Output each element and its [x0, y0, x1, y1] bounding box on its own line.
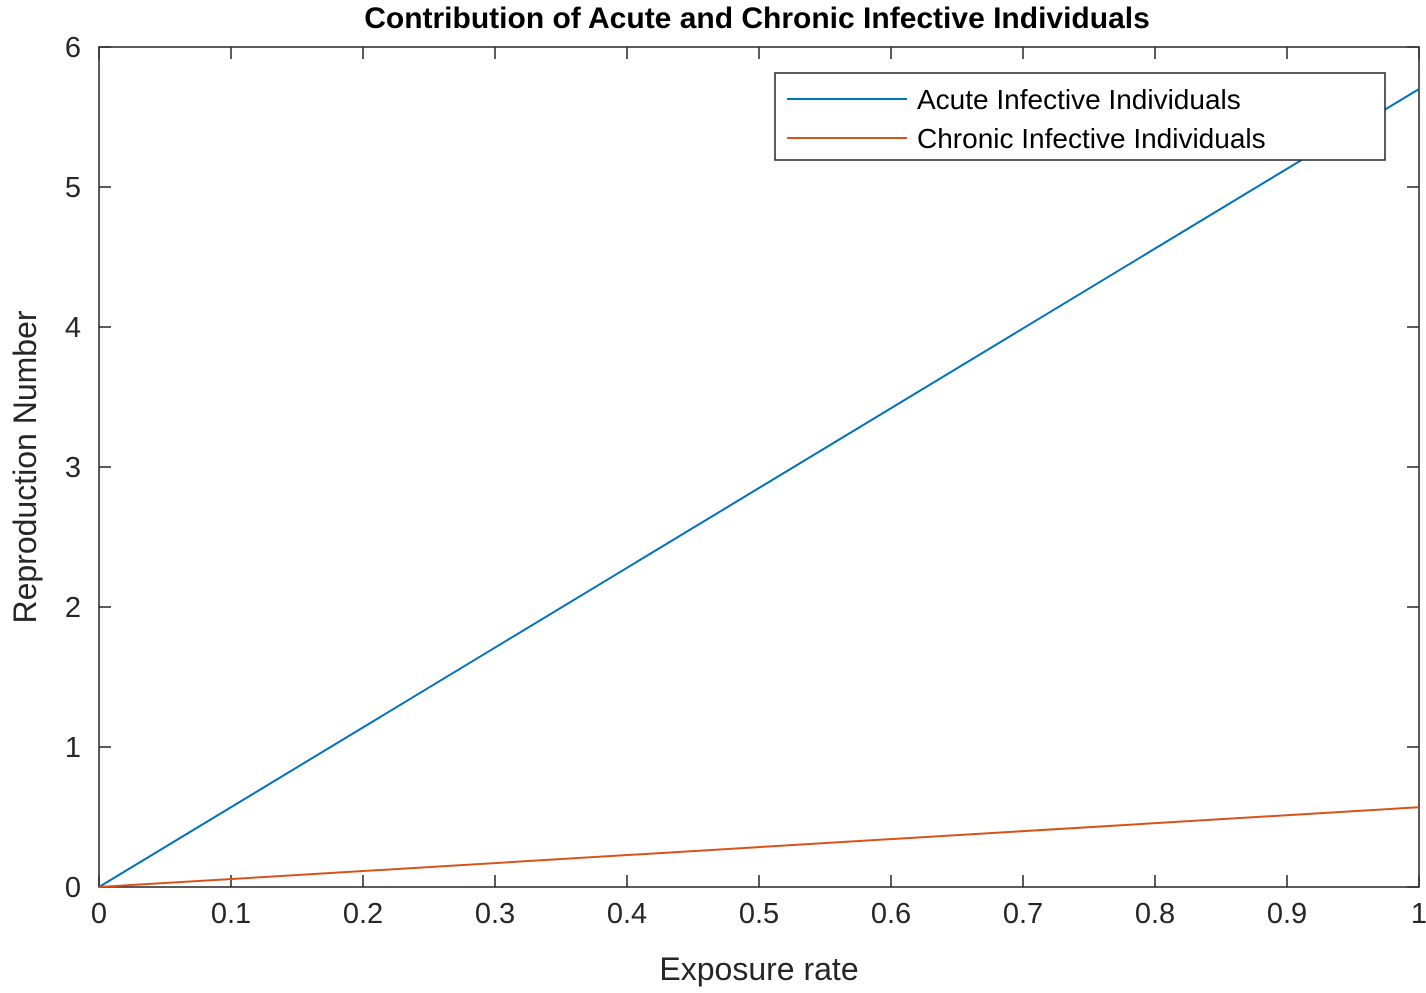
- x-tick-label: 0.8: [1135, 898, 1175, 930]
- y-tick-label: 0: [65, 872, 81, 904]
- legend-box: [774, 72, 1386, 161]
- legend-label-acute: Acute Infective Individuals: [917, 84, 1241, 115]
- y-tick-label: 3: [65, 452, 81, 484]
- y-tick-label: 2: [65, 592, 81, 624]
- x-tick-label: 0: [91, 898, 107, 930]
- x-axis: 0 0.1 0.2 0.3 0.4 0.5 0.6 0.7 0.8 0.9 1: [91, 47, 1426, 930]
- x-tick-label: 0.4: [607, 898, 647, 930]
- y-axis: 0 1 2 3 4 5 6: [65, 32, 1419, 904]
- x-tick-label: 1: [1411, 898, 1426, 930]
- x-tick-label: 0.7: [1003, 898, 1043, 930]
- y-axis-label: Reproduction Number: [7, 310, 43, 623]
- chart-title: Contribution of Acute and Chronic Infect…: [364, 2, 1150, 35]
- plot-area: [98, 46, 1420, 888]
- series-line-acute: [98, 88, 1420, 888]
- series-line-chronic: [98, 806, 1420, 888]
- x-tick-label: 0.2: [343, 898, 383, 930]
- legend: Acute Infective Individuals Chronic Infe…: [774, 72, 1386, 161]
- series-layer: [98, 88, 1420, 888]
- x-axis-label: Exposure rate: [659, 951, 858, 987]
- x-tick-label: 0.3: [475, 898, 515, 930]
- x-tick-label: 0.5: [739, 898, 779, 930]
- legend-label-chronic: Chronic Infective Individuals: [917, 123, 1266, 154]
- y-tick-label: 6: [65, 32, 81, 64]
- y-tick-label: 5: [65, 172, 81, 204]
- x-tick-label: 0.6: [871, 898, 911, 930]
- x-tick-label: 0.1: [211, 898, 251, 930]
- y-tick-label: 4: [65, 312, 81, 344]
- y-tick-label: 1: [65, 732, 81, 764]
- x-tick-label: 0.9: [1267, 898, 1307, 930]
